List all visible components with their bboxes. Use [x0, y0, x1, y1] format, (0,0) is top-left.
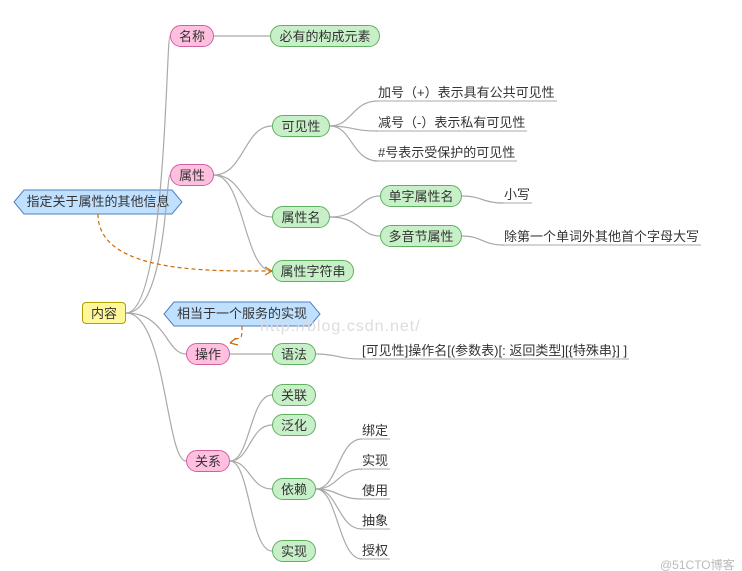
node-依赖: 依赖 [272, 478, 316, 500]
node-内容: 内容 [82, 302, 126, 324]
leaf-d4: 抽象 [362, 510, 388, 529]
leaf-d5: 授权 [362, 540, 388, 559]
node-多音节属性: 多音节属性 [380, 225, 462, 247]
node-操作: 操作 [186, 343, 230, 365]
leaf-s1: 小写 [504, 184, 530, 203]
leaf-sy: [可见性]操作名[(参数表)[: 返回类型][{特殊串}] ] [362, 340, 627, 359]
watermark-51cto: @51CTO博客 [660, 556, 735, 571]
leaf-d3: 使用 [362, 480, 388, 499]
node-语法: 语法 [272, 343, 316, 365]
node-可见性: 可见性 [272, 115, 330, 137]
watermark-csdn: http://blog.csdn.net/ [260, 318, 421, 336]
note-指定关于属性的其他信息: 指定关于属性的其他信息 [14, 190, 182, 214]
leaf-v1: 加号（+）表示具有公共可见性 [378, 82, 555, 101]
leaf-d1: 绑定 [362, 420, 388, 439]
node-实现: 实现 [272, 540, 316, 562]
leaf-v2: 减号（-）表示私有可见性 [378, 112, 525, 131]
node-泛化: 泛化 [272, 414, 316, 436]
node-必有的构成元素: 必有的构成元素 [270, 25, 380, 47]
leaf-m1: 除第一个单词外其他首个字母大写 [504, 226, 699, 245]
leaf-d2: 实现 [362, 450, 388, 469]
node-关系: 关系 [186, 450, 230, 472]
node-名称: 名称 [170, 25, 214, 47]
leaf-v3: #号表示受保护的可见性 [378, 142, 515, 161]
node-属性: 属性 [170, 164, 214, 186]
node-属性字符串: 属性字符串 [272, 260, 354, 282]
node-关联: 关联 [272, 384, 316, 406]
node-属性名: 属性名 [272, 206, 330, 228]
node-单字属性名: 单字属性名 [380, 185, 462, 207]
